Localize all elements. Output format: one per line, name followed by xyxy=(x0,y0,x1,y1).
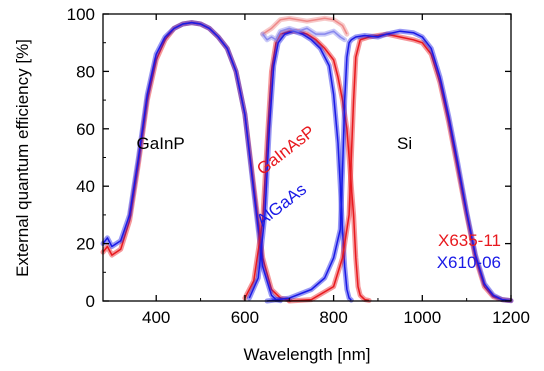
legend-entry: X610-06 xyxy=(437,253,501,272)
y-tick-label: 100 xyxy=(67,5,95,24)
curves-layer xyxy=(100,15,514,304)
x-axis-title: Wavelength [nm] xyxy=(244,345,371,364)
series-line-x610-06-gainp xyxy=(102,21,281,302)
y-tick-label: 80 xyxy=(76,62,95,81)
series-line-x610-06-total xyxy=(262,27,346,41)
x-tick-label: 1000 xyxy=(403,308,441,327)
series-line-x610-06-algaas xyxy=(248,30,352,301)
y-axis-title: External quantum efficiency [%] xyxy=(13,39,32,277)
series-halo-x610-06-gainp xyxy=(100,20,283,304)
y-tick-label: 20 xyxy=(76,235,95,254)
x-tick-label: 600 xyxy=(231,308,259,327)
region-label: Si xyxy=(397,134,412,153)
y-tick-label: 60 xyxy=(76,120,95,139)
series-line-x635-11-total xyxy=(262,17,348,35)
x-tick-label: 1200 xyxy=(492,308,530,327)
series-line-x635-11-gainasp xyxy=(244,30,370,302)
y-tick-label: 40 xyxy=(76,177,95,196)
series-line-x635-11-si xyxy=(289,33,512,302)
legend-entry: X635-11 xyxy=(438,231,501,250)
ticks-layer: 400 600 800 1000 1200 0 20 40 60 80 100 xyxy=(67,5,530,327)
x-tick-label: 800 xyxy=(319,308,347,327)
x-tick-label: 400 xyxy=(142,308,170,327)
series-line-x610-06-si xyxy=(267,30,512,302)
region-label: GaInP xyxy=(137,134,185,153)
curve-label: GaInAsP xyxy=(253,122,318,179)
y-tick-label: 0 xyxy=(86,292,95,311)
